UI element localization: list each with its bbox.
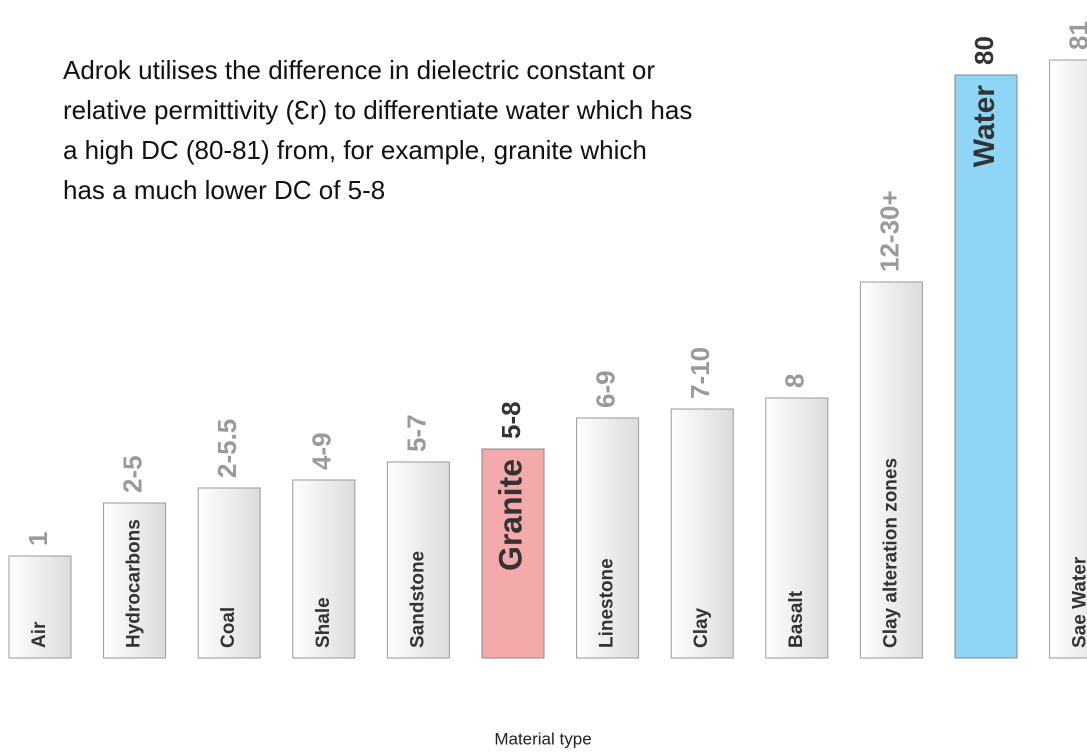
category-label: Air xyxy=(29,621,50,648)
dc-label: 8 xyxy=(780,374,810,388)
dc-label: 4-9 xyxy=(307,432,337,470)
dc-label: 2-5.5 xyxy=(212,419,242,478)
dc-label: 7-10 xyxy=(685,347,715,399)
category-label: Granite xyxy=(492,459,528,571)
bar xyxy=(576,417,640,659)
dc-label: 6-9 xyxy=(590,370,620,408)
bar xyxy=(103,502,167,659)
bar xyxy=(197,487,261,659)
dc-label: 80 xyxy=(969,36,999,65)
category-label: Clay alteration zones xyxy=(880,458,901,648)
dc-label: 1 xyxy=(23,532,53,546)
x-axis-label: Material type xyxy=(494,729,591,748)
category-label: Hydrocarbons xyxy=(124,519,145,648)
category-label: Water xyxy=(968,85,1001,168)
category-label: Shale xyxy=(313,597,334,648)
bar xyxy=(1049,59,1087,659)
category-label: Sandstone xyxy=(407,551,428,648)
bar xyxy=(292,479,356,659)
dc-label: 12-30+ xyxy=(874,190,904,272)
category-label: Coal xyxy=(218,607,239,648)
description-line: Adrok utilises the difference in dielect… xyxy=(63,55,655,85)
category-label: Sae Water xyxy=(1070,556,1087,648)
bar xyxy=(386,461,450,659)
dc-label: 5-8 xyxy=(496,401,526,439)
bar xyxy=(765,397,829,659)
bar xyxy=(8,555,72,659)
bar xyxy=(670,408,734,659)
description-line: a high DC (80-81) from, for example, gra… xyxy=(63,135,647,165)
dc-label: 81 xyxy=(1063,21,1087,50)
bar xyxy=(481,448,545,659)
description-line: has a much lower DC of 5-8 xyxy=(63,175,385,205)
bar xyxy=(954,74,1018,659)
category-label: Linestone xyxy=(597,558,618,648)
dc-label: 5-7 xyxy=(401,414,431,452)
category-label: Basalt xyxy=(786,590,807,648)
bar xyxy=(859,281,923,659)
dc-label: 2-5 xyxy=(117,455,147,493)
description-line: relative permittivity (Ɛr) to differenti… xyxy=(63,95,692,125)
category-label: Clay xyxy=(691,607,712,648)
